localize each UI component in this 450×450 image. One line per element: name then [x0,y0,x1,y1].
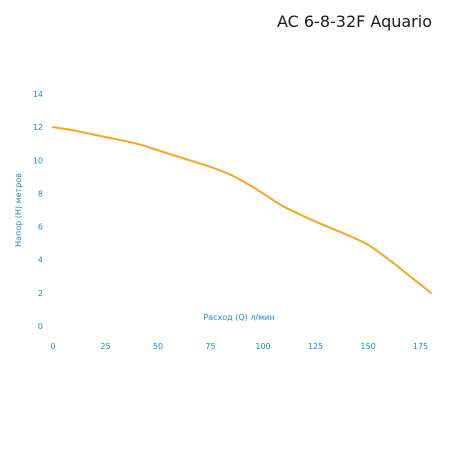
x-tick-label: 0 [50,342,55,351]
y-tick-label: 14 [33,90,43,99]
x-tick-label: 125 [308,342,323,351]
y-tick-label: 2 [38,289,43,298]
x-axis-ticks: 0 25 50 75 100 125 150 175 [50,342,428,351]
x-tick-label: 150 [360,342,375,351]
y-tick-label: 6 [38,223,43,232]
series-line [52,126,432,294]
y-tick-label: 0 [38,322,43,331]
y-axis-ticks: 0 2 4 6 8 10 12 14 [33,90,43,331]
series-layer [52,126,432,294]
x-tick-label: 25 [100,342,110,351]
y-tick-label: 12 [33,123,43,132]
x-tick-label: 50 [153,342,163,351]
y-tick-label: 10 [33,156,43,165]
y-tick-label: 8 [38,189,43,198]
x-tick-label: 75 [205,342,215,351]
chart-title: AC 6-8-32F Aquario [276,12,432,31]
y-axis-label: Напор (H) метров [14,173,23,247]
y-tick-label: 4 [38,256,43,265]
x-tick-label: 100 [255,342,270,351]
x-axis-label: Расход (Q) л/мин [203,313,274,322]
x-tick-label: 175 [413,342,428,351]
